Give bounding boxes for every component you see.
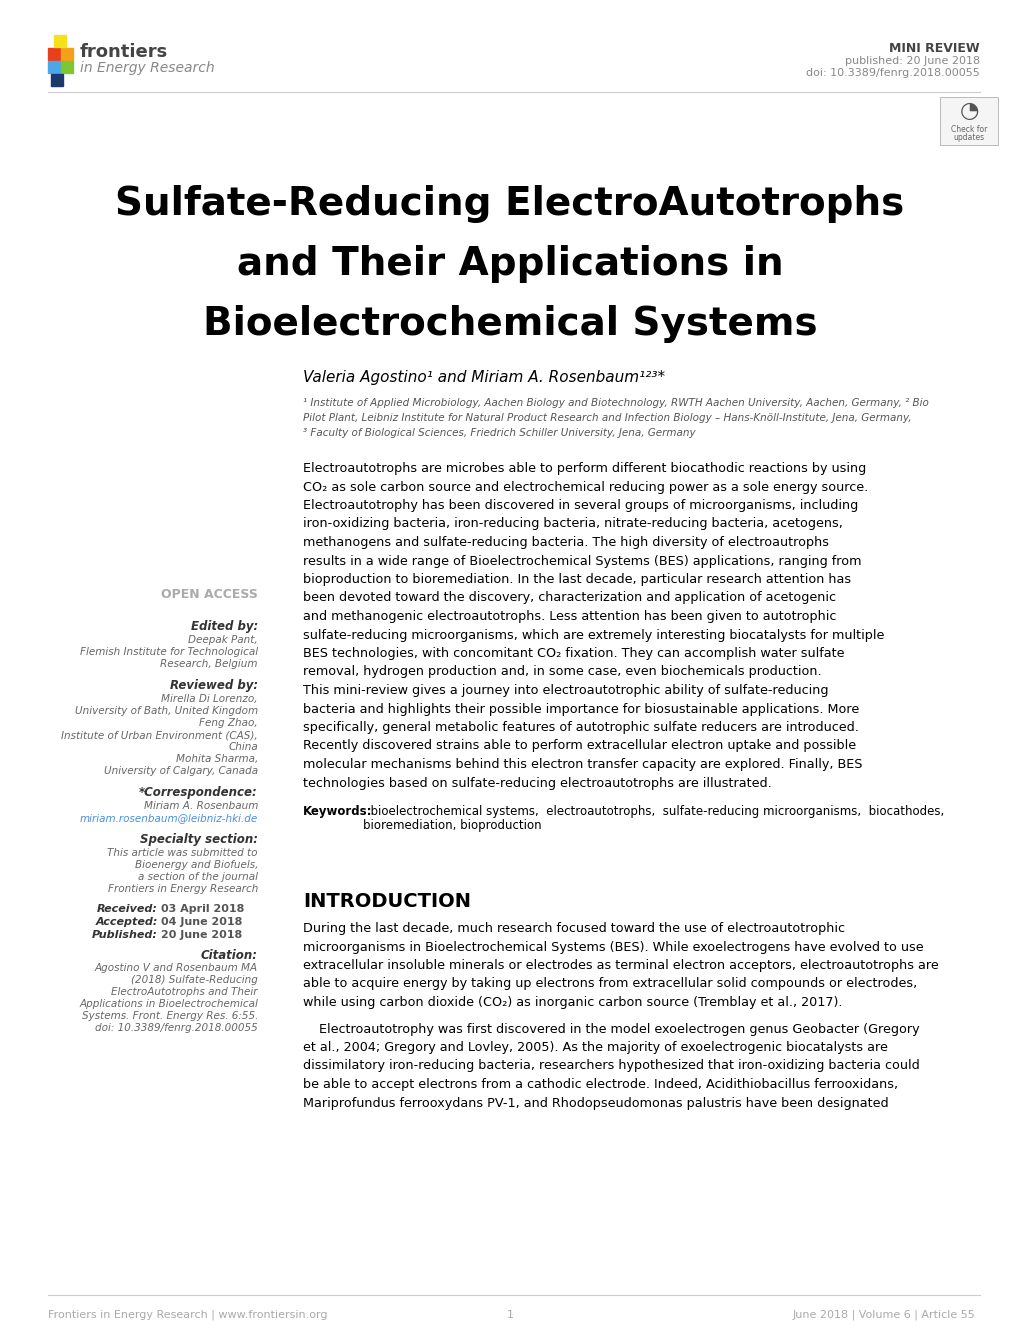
Text: be able to accept electrons from a cathodic electrode. Indeed, Acidithiobacillus: be able to accept electrons from a catho… xyxy=(303,1077,898,1091)
Text: and Their Applications in: and Their Applications in xyxy=(236,246,783,283)
Text: published: 20 June 2018: published: 20 June 2018 xyxy=(844,56,979,65)
Text: been devoted toward the discovery, characterization and application of acetogeni: been devoted toward the discovery, chara… xyxy=(303,591,836,605)
Text: ElectroAutotrophs and Their: ElectroAutotrophs and Their xyxy=(111,987,258,997)
Text: bacteria and highlights their possible importance for biosustainable application: bacteria and highlights their possible i… xyxy=(303,702,858,716)
Text: Applications in Bioelectrochemical: Applications in Bioelectrochemical xyxy=(79,999,258,1009)
Text: extracellular insoluble minerals or electrodes as terminal electron acceptors, e: extracellular insoluble minerals or elec… xyxy=(303,959,937,972)
Text: Citation:: Citation: xyxy=(201,949,258,963)
Text: Specialty section:: Specialty section: xyxy=(140,833,258,846)
Text: Frontiers in Energy Research: Frontiers in Energy Research xyxy=(108,884,258,894)
Text: Systems. Front. Energy Res. 6:55.: Systems. Front. Energy Res. 6:55. xyxy=(82,1011,258,1021)
Bar xyxy=(48,61,60,73)
Text: Recently discovered strains able to perform extracellular electron uptake and po: Recently discovered strains able to perf… xyxy=(303,740,855,753)
Text: China: China xyxy=(228,742,258,752)
Text: microorganisms in Bioelectrochemical Systems (BES). While exoelectrogens have ev: microorganisms in Bioelectrochemical Sys… xyxy=(303,940,923,953)
Text: Flemish Institute for Technological: Flemish Institute for Technological xyxy=(79,647,258,657)
Text: BES technologies, with concomitant CO₂ fixation. They can accomplish water sulfa: BES technologies, with concomitant CO₂ f… xyxy=(303,647,844,659)
Text: Deepak Pant,: Deepak Pant, xyxy=(189,635,258,645)
Bar xyxy=(61,61,73,73)
Text: This article was submitted to: This article was submitted to xyxy=(107,848,258,858)
Text: June 2018 | Volume 6 | Article 55: June 2018 | Volume 6 | Article 55 xyxy=(792,1310,974,1320)
Text: Edited by:: Edited by: xyxy=(191,619,258,633)
Bar xyxy=(940,97,997,146)
Text: Received:: Received: xyxy=(97,904,158,914)
Text: Bioelectrochemical Systems: Bioelectrochemical Systems xyxy=(203,304,816,343)
Text: technologies based on sulfate-reducing electroautotrophs are illustrated.: technologies based on sulfate-reducing e… xyxy=(303,777,771,789)
Bar xyxy=(51,73,63,85)
Text: while using carbon dioxide (CO₂) as inorganic carbon source (Tremblay et al., 20: while using carbon dioxide (CO₂) as inor… xyxy=(303,996,842,1009)
Text: molecular mechanisms behind this electron transfer capacity are explored. Finall: molecular mechanisms behind this electro… xyxy=(303,758,862,772)
Text: a section of the journal: a section of the journal xyxy=(138,872,258,882)
Text: Check for: Check for xyxy=(950,124,986,134)
Text: doi: 10.3389/fenrg.2018.00055: doi: 10.3389/fenrg.2018.00055 xyxy=(805,68,979,77)
Text: updates: updates xyxy=(953,132,983,142)
Text: CO₂ as sole carbon source and electrochemical reducing power as a sole energy so: CO₂ as sole carbon source and electroche… xyxy=(303,481,867,494)
Text: Miriam A. Rosenbaum: Miriam A. Rosenbaum xyxy=(144,801,258,810)
Text: Mohita Sharma,: Mohita Sharma, xyxy=(175,754,258,764)
Text: bioproduction to bioremediation. In the last decade, particular research attenti: bioproduction to bioremediation. In the … xyxy=(303,573,850,586)
Text: ¹ Institute of Applied Microbiology, Aachen Biology and Biotechnology, RWTH Aach: ¹ Institute of Applied Microbiology, Aac… xyxy=(303,398,928,409)
Text: 1: 1 xyxy=(506,1310,513,1320)
Text: Sulfate-Reducing ElectroAutotrophs: Sulfate-Reducing ElectroAutotrophs xyxy=(115,186,904,223)
Text: MINI REVIEW: MINI REVIEW xyxy=(889,41,979,55)
Text: Institute of Urban Environment (CAS),: Institute of Urban Environment (CAS), xyxy=(61,730,258,740)
Text: in Energy Research: in Energy Research xyxy=(79,61,214,75)
Text: sulfate-reducing microorganisms, which are extremely interesting biocatalysts fo: sulfate-reducing microorganisms, which a… xyxy=(303,629,883,642)
Text: specifically, general metabolic features of autotrophic sulfate reducers are int: specifically, general metabolic features… xyxy=(303,721,858,734)
Text: Valeria Agostino¹ and Miriam A. Rosenbaum¹²³*: Valeria Agostino¹ and Miriam A. Rosenbau… xyxy=(303,370,664,384)
Text: (2018) Sulfate-Reducing: (2018) Sulfate-Reducing xyxy=(131,975,258,985)
Text: University of Bath, United Kingdom: University of Bath, United Kingdom xyxy=(74,706,258,716)
Text: methanogens and sulfate-reducing bacteria. The high diversity of electroautrophs: methanogens and sulfate-reducing bacteri… xyxy=(303,535,828,549)
Text: University of Calgary, Canada: University of Calgary, Canada xyxy=(104,766,258,776)
Text: Electroautotrophy has been discovered in several groups of microorganisms, inclu: Electroautotrophy has been discovered in… xyxy=(303,499,857,513)
Text: Frontiers in Energy Research | www.frontiersin.org: Frontiers in Energy Research | www.front… xyxy=(48,1310,327,1320)
Text: results in a wide range of Bioelectrochemical Systems (BES) applications, rangin: results in a wide range of Bioelectroche… xyxy=(303,554,861,567)
Text: removal, hydrogen production and, in some case, even biochemicals production.: removal, hydrogen production and, in som… xyxy=(303,666,821,678)
Text: Agostino V and Rosenbaum MA: Agostino V and Rosenbaum MA xyxy=(95,963,258,973)
Text: Bioenergy and Biofuels,: Bioenergy and Biofuels, xyxy=(135,860,258,870)
Text: Published:: Published: xyxy=(92,930,158,940)
Text: 03 April 2018: 03 April 2018 xyxy=(161,904,245,914)
Text: bioelectrochemical systems,  electroautotrophs,  sulfate-reducing microorganisms: bioelectrochemical systems, electroautot… xyxy=(363,805,944,818)
Text: Mariprofundus ferrooxydans PV-1, and Rhodopseudomonas palustris have been design: Mariprofundus ferrooxydans PV-1, and Rho… xyxy=(303,1096,888,1109)
Text: Mirella Di Lorenzo,: Mirella Di Lorenzo, xyxy=(161,694,258,704)
Text: dissimilatory iron-reducing bacteria, researchers hypothesized that iron-oxidizi: dissimilatory iron-reducing bacteria, re… xyxy=(303,1060,919,1072)
Bar xyxy=(48,48,60,60)
Text: 04 June 2018: 04 June 2018 xyxy=(161,917,243,926)
Text: *Correspondence:: *Correspondence: xyxy=(140,786,258,800)
Text: This mini-review gives a journey into electroautotrophic ability of sulfate-redu: This mini-review gives a journey into el… xyxy=(303,684,827,697)
Text: Research, Belgium: Research, Belgium xyxy=(160,659,258,669)
Text: Reviewed by:: Reviewed by: xyxy=(170,680,258,692)
Bar xyxy=(61,48,73,60)
Text: Keywords:: Keywords: xyxy=(303,805,372,818)
Text: Electroautotrophy was first discovered in the model exoelectrogen genus Geobacte: Electroautotrophy was first discovered i… xyxy=(303,1023,919,1036)
Text: bioremediation, bioproduction: bioremediation, bioproduction xyxy=(363,818,541,832)
Text: iron-oxidizing bacteria, iron-reducing bacteria, nitrate-reducing bacteria, acet: iron-oxidizing bacteria, iron-reducing b… xyxy=(303,518,842,530)
Text: frontiers: frontiers xyxy=(79,43,168,61)
Text: INTRODUCTION: INTRODUCTION xyxy=(303,892,471,910)
Bar xyxy=(54,35,66,47)
Text: miriam.rosenbaum@leibniz-hki.de: miriam.rosenbaum@leibniz-hki.de xyxy=(79,813,258,822)
Text: ³ Faculty of Biological Sciences, Friedrich Schiller University, Jena, Germany: ³ Faculty of Biological Sciences, Friedr… xyxy=(303,429,695,438)
Text: 20 June 2018: 20 June 2018 xyxy=(161,930,243,940)
Text: During the last decade, much research focused toward the use of electroautotroph: During the last decade, much research fo… xyxy=(303,922,844,934)
Text: and methanogenic electroautotrophs. Less attention has been given to autotrophic: and methanogenic electroautotrophs. Less… xyxy=(303,610,836,623)
Text: doi: 10.3389/fenrg.2018.00055: doi: 10.3389/fenrg.2018.00055 xyxy=(95,1023,258,1033)
Text: OPEN ACCESS: OPEN ACCESS xyxy=(161,587,258,601)
Text: Accepted:: Accepted: xyxy=(96,917,158,926)
Text: Feng Zhao,: Feng Zhao, xyxy=(199,718,258,728)
Text: ◔: ◔ xyxy=(959,101,977,121)
Text: et al., 2004; Gregory and Lovley, 2005). As the majority of exoelectrogenic bioc: et al., 2004; Gregory and Lovley, 2005).… xyxy=(303,1041,887,1055)
Text: able to acquire energy by taking up electrons from extracellular solid compounds: able to acquire energy by taking up elec… xyxy=(303,977,916,991)
Text: Electroautotrophs are microbes able to perform different biocathodic reactions b: Electroautotrophs are microbes able to p… xyxy=(303,462,865,475)
Text: Pilot Plant, Leibniz Institute for Natural Product Research and Infection Biolog: Pilot Plant, Leibniz Institute for Natur… xyxy=(303,413,911,423)
